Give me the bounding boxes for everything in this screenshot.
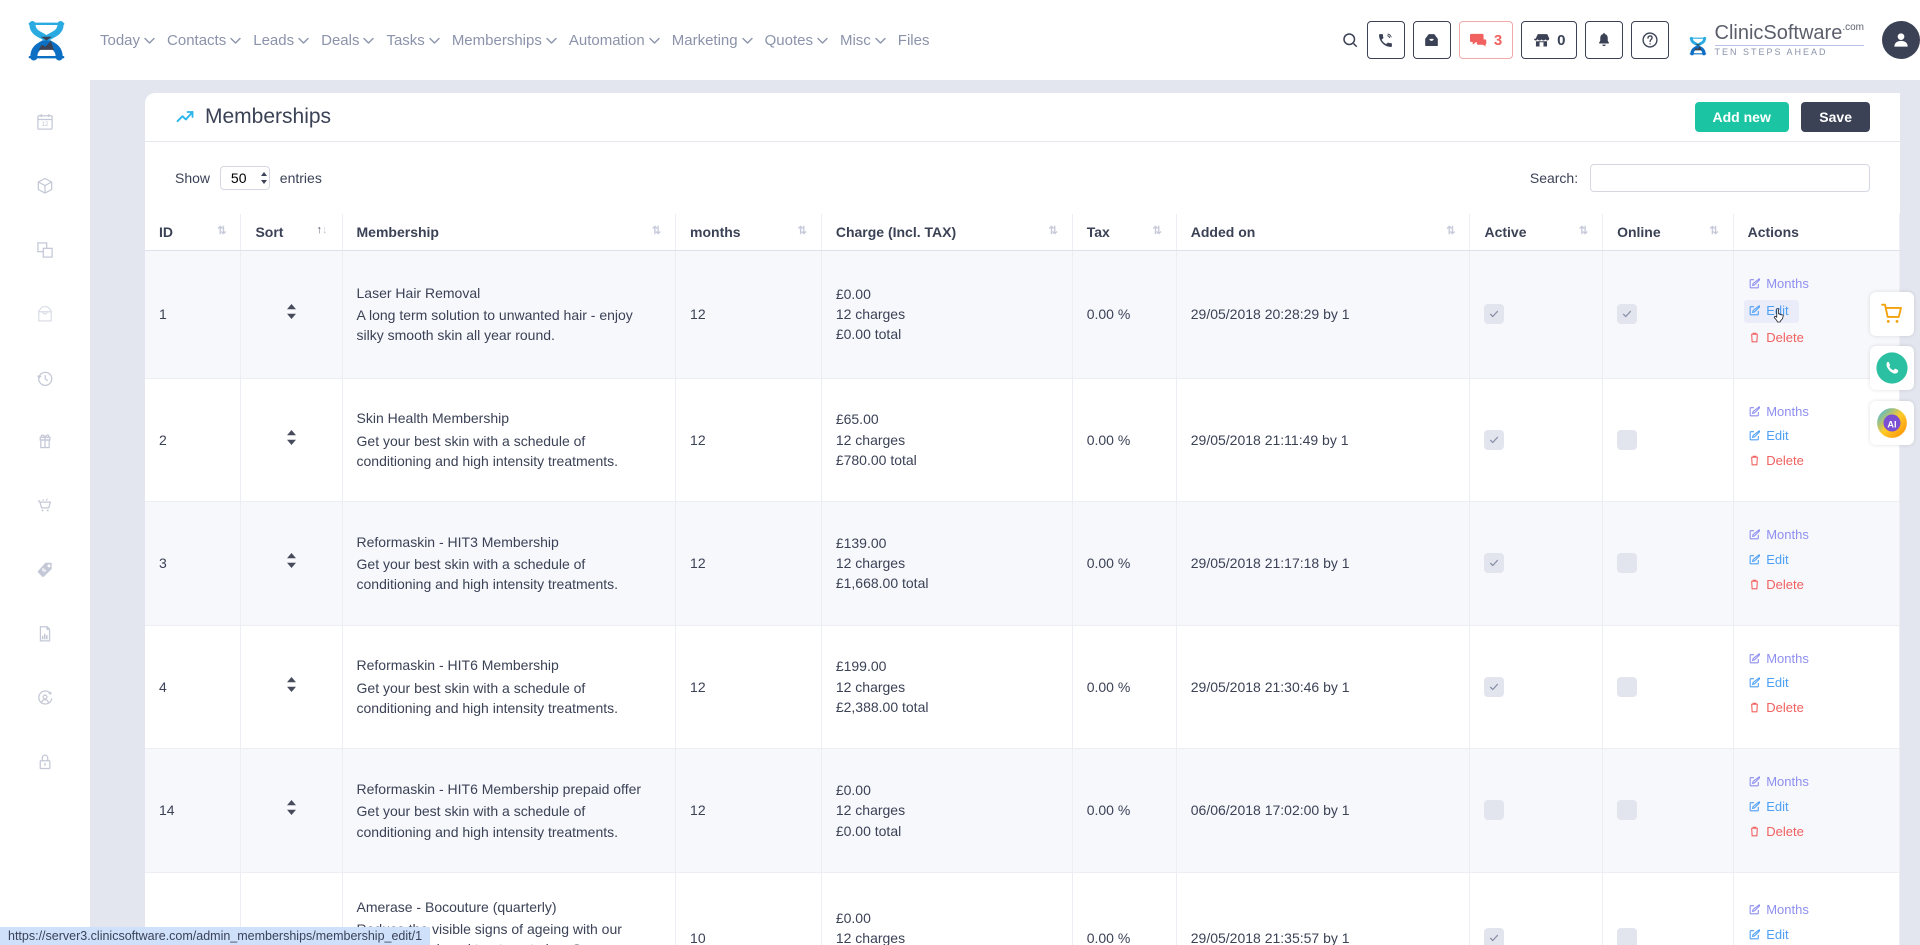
svg-text:AI: AI (1887, 419, 1896, 429)
svg-text:12: 12 (42, 121, 49, 128)
